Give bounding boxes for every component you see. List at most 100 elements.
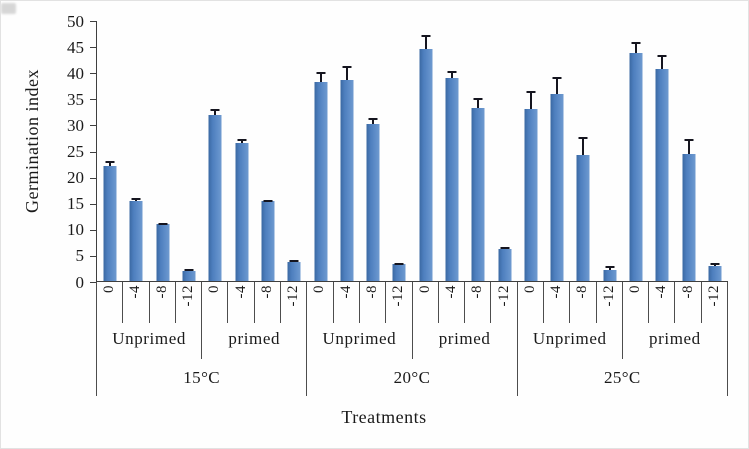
- plot-area: [96, 21, 728, 282]
- priming-label: primed: [228, 329, 281, 348]
- x-tick-label: 0: [626, 285, 643, 293]
- priming-subgroup: 0 -4 -8 -12 Unprimed: [518, 282, 622, 359]
- x-tick-label: -4: [548, 285, 565, 299]
- error-bar-cap: [184, 269, 194, 272]
- error-bar-cap: [710, 263, 720, 266]
- bar: [682, 153, 696, 281]
- bar: [576, 154, 590, 281]
- error-bar-cap: [447, 70, 457, 73]
- x-tick-cell: 0: [307, 282, 334, 323]
- bar: [208, 114, 222, 281]
- y-tick-mark: [90, 203, 96, 205]
- error-bar-cap: [394, 262, 404, 265]
- bar-cell: [702, 21, 728, 281]
- bar-cell: [465, 21, 491, 281]
- y-tick-mark: [90, 21, 96, 22]
- error-bar-cap: [131, 198, 141, 201]
- error-bar: [240, 139, 243, 144]
- y-tick-label: 0: [75, 272, 85, 292]
- bar-cell: [202, 21, 228, 281]
- x-tick-cell: 0: [202, 282, 229, 323]
- error-bar: [424, 35, 427, 50]
- x-tick-cell: -12: [281, 282, 306, 323]
- error-bar-cap: [289, 260, 299, 263]
- tick-cell-row: 0 -4 -8 -12: [202, 282, 306, 323]
- bar: [287, 261, 301, 281]
- error-bar-cap: [631, 42, 641, 45]
- tick-cell-row: 0 -4 -8 -12: [518, 282, 622, 323]
- x-tick-cell: -8: [570, 282, 597, 323]
- temperature-label: 25°C: [603, 368, 641, 387]
- error-bar: [635, 42, 638, 54]
- x-tick-label: -4: [127, 285, 144, 299]
- bar-cell: [360, 21, 386, 281]
- bar-cell: [676, 21, 702, 281]
- x-tick-cell: 0: [413, 282, 439, 323]
- x-tick-cell: -12: [491, 282, 516, 323]
- bar: [708, 266, 722, 281]
- y-tick-label: 35: [67, 89, 84, 109]
- bar: [182, 270, 196, 281]
- error-bar: [319, 71, 322, 83]
- bar-cell: [150, 21, 176, 281]
- bar-cell: [97, 21, 123, 281]
- bar: [392, 264, 406, 281]
- bar-cell: [570, 21, 596, 281]
- bar-cell: [255, 21, 281, 281]
- y-tick-mark: [90, 177, 96, 179]
- tick-cell-row: 0 -4 -8 -12: [307, 282, 411, 323]
- y-tick-label: 30: [67, 115, 84, 135]
- bar-cell: [176, 21, 202, 281]
- error-bar: [477, 97, 480, 108]
- bar: [550, 93, 564, 281]
- scan-artifact: [1, 3, 16, 14]
- bar: [340, 80, 354, 281]
- y-tick-mark: [90, 125, 96, 127]
- y-tick-label: 45: [67, 37, 84, 57]
- bar-cell: [334, 21, 360, 281]
- x-tick-label: -12: [390, 285, 407, 307]
- x-tick-label: -8: [679, 285, 696, 299]
- temperature-group: 0 -4 -8 -12 Unprimed 0 -4 -8 -12 primed 15°C: [96, 282, 308, 396]
- error-bar-cap: [552, 77, 562, 80]
- bar: [129, 200, 143, 281]
- priming-subgroup: 0 -4 -8 -12 primed: [201, 282, 306, 359]
- x-tick-label: 0: [101, 285, 118, 293]
- bar: [103, 165, 117, 281]
- error-bar-cap: [578, 137, 588, 140]
- tick-cell-row: 0 -4 -8 -12: [623, 282, 727, 323]
- x-tick-label: -12: [285, 285, 302, 307]
- x-tick-cell: 0: [97, 282, 124, 323]
- x-tick-cell: -4: [649, 282, 676, 323]
- bar: [419, 49, 433, 281]
- temperature-group: 0 -4 -8 -12 Unprimed 0 -4 -8 -12 primed 20°C: [307, 282, 518, 396]
- priming-label: Unprimed: [532, 329, 607, 348]
- x-tick-cell: -12: [176, 282, 201, 323]
- bar: [655, 68, 669, 281]
- bar-cell: [518, 21, 544, 281]
- tick-cell-row: 0 -4 -8 -12: [97, 282, 201, 323]
- x-tick-cell: -12: [597, 282, 622, 323]
- x-tick-cell: -8: [465, 282, 492, 323]
- x-tick-label: -4: [337, 285, 354, 299]
- error-bar: [451, 70, 453, 79]
- priming-subgroup: 0 -4 -8 -12 primed: [411, 282, 517, 359]
- bar: [445, 78, 459, 281]
- bar: [524, 109, 538, 281]
- error-bar: [109, 161, 112, 166]
- error-bar-cap: [500, 247, 510, 250]
- y-tick-mark: [90, 255, 96, 257]
- error-bar: [582, 137, 585, 155]
- priming-subgroup: 0 -4 -8 -12 primed: [621, 282, 727, 359]
- error-bar-cap: [684, 138, 694, 141]
- y-tick-mark: [90, 99, 96, 101]
- temperature-label: 20°C: [393, 368, 431, 387]
- x-tick-cell: -12: [702, 282, 727, 323]
- bar: [629, 53, 643, 281]
- x-tick-cell: 0: [518, 282, 544, 323]
- temperature-group: 0 -4 -8 -12 Unprimed 0 -4 -8 -12 primed 25°C: [518, 282, 728, 396]
- x-tick-label: -4: [232, 285, 249, 299]
- error-bar-cap: [237, 139, 247, 142]
- bar: [366, 123, 380, 281]
- y-tick-mark: [90, 282, 96, 283]
